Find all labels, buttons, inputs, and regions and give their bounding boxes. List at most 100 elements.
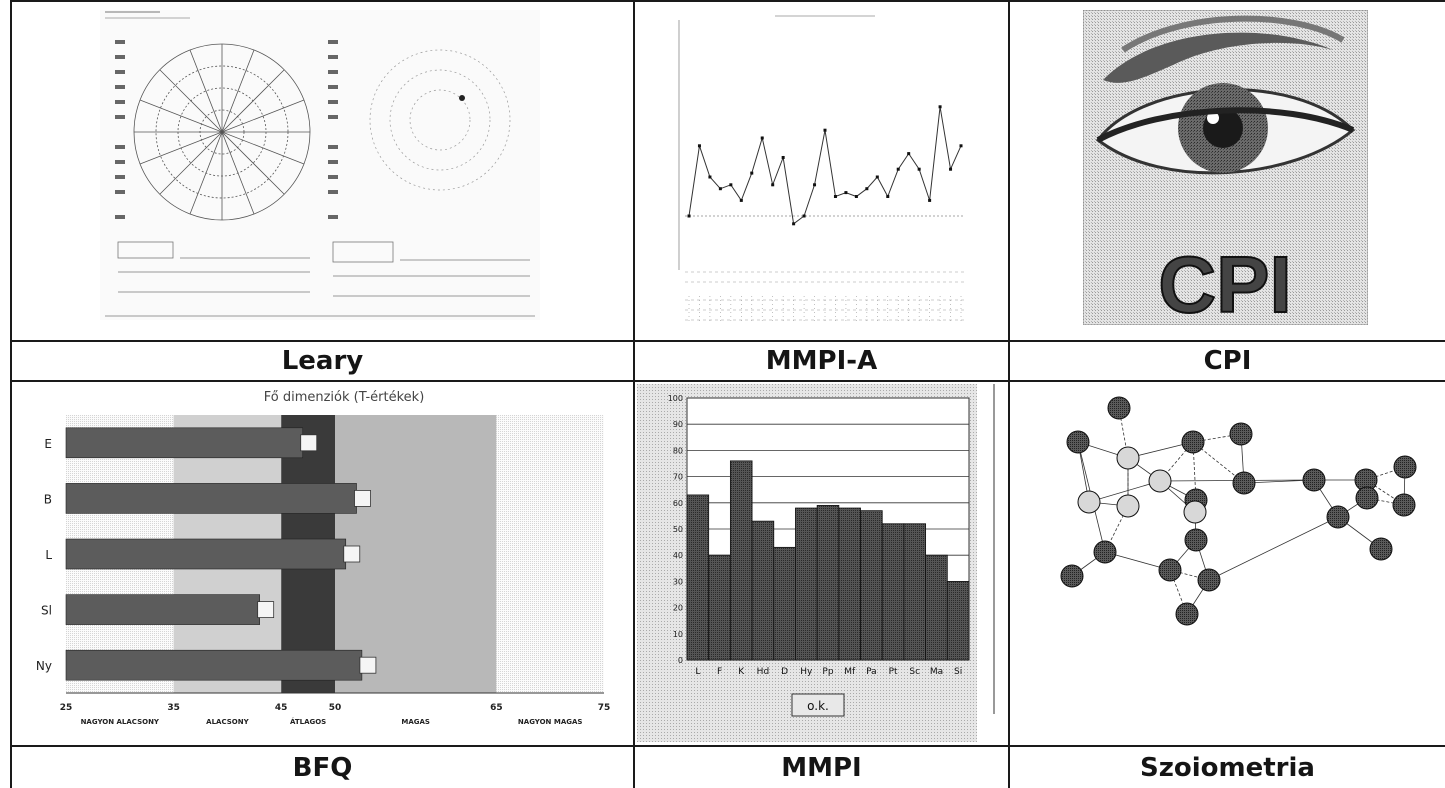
sociometry-network [1060,396,1417,626]
mmpi-y-tick: 30 [673,577,683,586]
bfq-band-label: NAGYON ALACSONY [81,718,160,726]
mmpi-bar [729,460,753,661]
mmpi-bar [838,507,861,661]
bfq-band-label: ÁTLAGOS [290,717,326,726]
bfq-band [335,415,497,693]
mmpi-a-point [823,128,827,132]
caption-mmpi: MMPI [781,753,862,783]
mmpi-a-point [917,167,921,171]
mmpi-a-point [959,144,963,148]
bfq-tick-label: 25 [60,703,73,713]
sociometry-edge [1243,479,1315,484]
bfq-tick-label: 50 [329,703,342,713]
bfq-band-label: MAGAS [401,718,430,726]
sociometry-node [1232,471,1256,495]
sociometry-node [1184,528,1208,552]
mmpi-a-point [760,136,764,140]
caption-mmpi-a: MMPI-A [765,346,878,376]
sociometry-node [1077,490,1101,514]
grid-line-row3 [10,745,1445,747]
ok-button[interactable] [791,693,845,717]
bfq-tick-label: 75 [598,703,611,713]
mmpi-x-tick: Pt [889,667,898,677]
bfq-band-label: NAGYON MAGAS [518,718,583,726]
mmpi-a-point [896,167,900,171]
bfq-bar-marker [343,545,361,563]
mmpi-a-point [771,183,775,187]
mmpi-a-point [687,214,691,218]
grid-line-left [10,0,12,788]
mmpi-bar [925,554,948,661]
mmpi-x-tick: F [717,667,722,677]
sociometry-node [1183,500,1207,524]
mmpi-y-tick: 50 [673,525,683,534]
cpi-logo-image: CPI [1083,10,1368,325]
mmpi-x-tick: Si [954,667,962,677]
sociometry-node [1393,455,1417,479]
sociometry-node [1148,469,1172,493]
mmpi-a-point [865,187,869,191]
mmpi-a-point [875,175,879,179]
mmpi-y-tick: 20 [673,604,683,613]
sociometry-node [1066,430,1090,454]
mmpi-x-tick: Sc [909,667,920,677]
mmpi-y-tick: 80 [673,446,683,455]
mmpi-a-point [928,198,932,202]
sociometry-node [1181,430,1205,454]
mmpi-bar [946,580,970,661]
mmpi-y-tick: 60 [673,499,683,508]
bfq-bar-marker [359,656,377,674]
mmpi-x-tick: Mf [844,667,856,677]
bfq-bar-marker [354,490,371,507]
sociometry-node [1107,396,1131,420]
mmpi-bar [816,505,840,661]
cpi-logo-text: CPI [1158,240,1291,325]
leary-screenshot [100,10,540,320]
bfq-bar [65,427,304,459]
caption-sociometry: Szoiometria [1140,753,1315,783]
mmpi-y-tick: 10 [673,630,683,639]
mmpi-bar [708,554,731,661]
grid-line-col2 [1008,0,1010,788]
bfq-category-label: B [44,492,52,506]
mmpi-x-tick: Ma [930,667,943,677]
ok-button-label: o.k. [807,699,829,713]
sociometry-node [1060,564,1084,588]
bfq-tick-label: 45 [275,703,288,713]
bfq-bar [65,538,347,570]
grid-line-col1 [633,0,635,788]
mmpi-a-point [750,171,754,175]
mmpi-a-point [907,152,911,156]
bfq-category-label: Ny [36,659,52,673]
mmpi-bar [860,510,883,661]
sociometry-node [1392,493,1416,517]
mmpi-y-tick: 100 [668,394,683,403]
mmpi-bar-chart: 0 10 20 30 40 50 60 70 80 90 100 L F K Hd D Hy Pp Mf Pa Pt S… [637,384,995,742]
caption-cpi: CPI [1203,346,1252,376]
sociometry-node [1093,540,1117,564]
grid-line-top [10,0,1445,2]
mmpi-a-point [833,195,837,198]
mmpi-y-tick: 40 [673,551,683,560]
mmpi-bar [751,520,775,661]
mmpi-a-point [938,105,942,109]
mmpi-a-point [792,222,796,226]
sociometry-node [1326,505,1350,529]
mmpi-a-point [729,183,733,187]
bfq-category-label: E [44,437,52,451]
sociometry-node [1158,558,1182,582]
sociometry-node [1369,537,1393,561]
caption-bfq: BFQ [292,753,353,783]
bfq-band [496,415,604,693]
mmpi-a-point [718,187,722,191]
bfq-band-label: ALACSONY [206,718,249,726]
mmpi-a-point [886,195,890,198]
mmpi-a-point [813,183,817,187]
mmpi-a-line-chart [675,10,975,330]
bfq-category-label: Sl [41,604,52,618]
mmpi-x-tick: D [781,667,788,677]
mmpi-a-point [844,191,848,195]
bfq-bar-chart: Fő dimenziók (T-értékek) E B L Sl Ny 25 35 45 5… [14,385,630,743]
bfq-bar [65,649,363,681]
